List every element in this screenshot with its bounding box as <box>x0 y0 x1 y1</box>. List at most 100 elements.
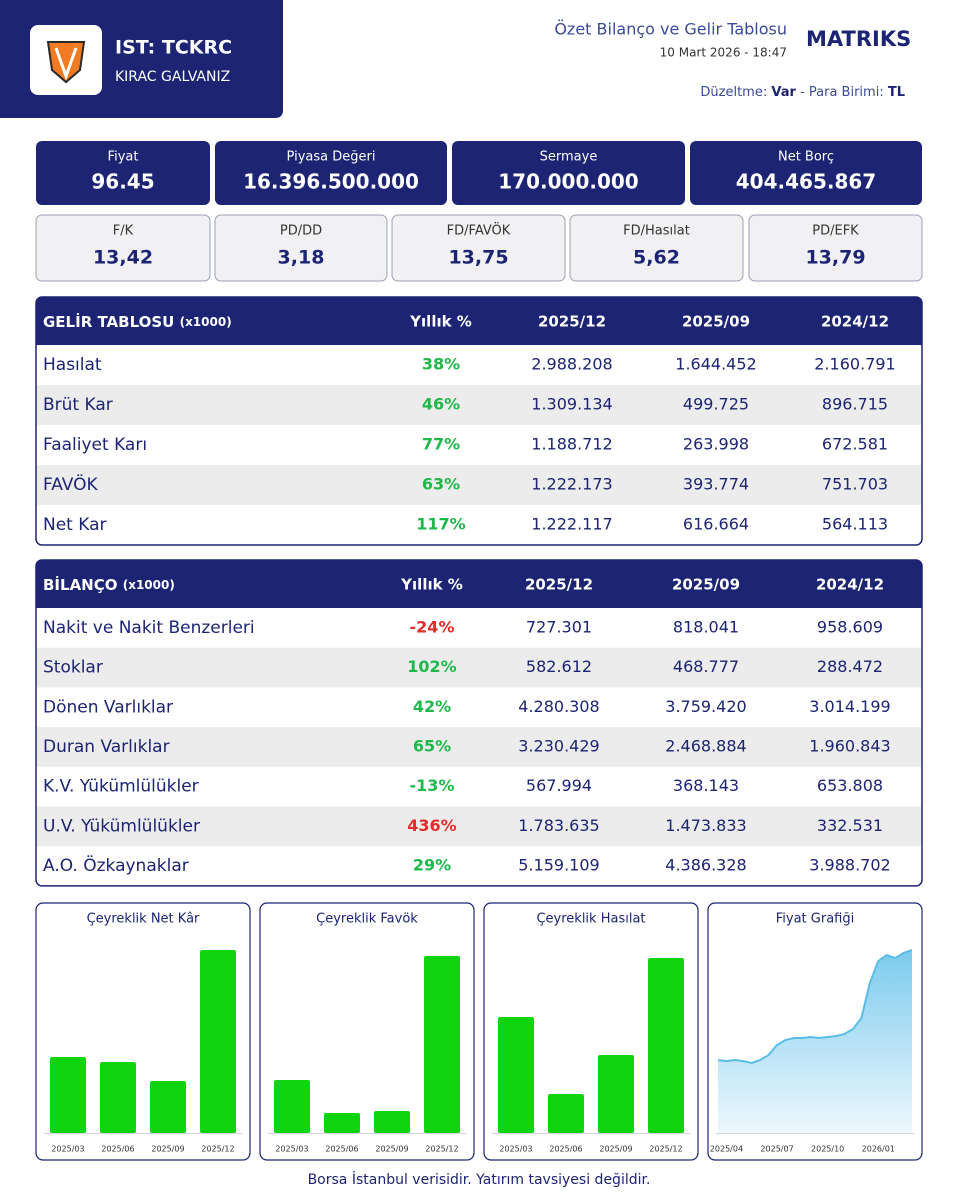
ticker: IST: TCKRC <box>115 37 232 59</box>
column-header: 2025/12 <box>525 576 593 594</box>
row-value: 393.774 <box>683 475 749 494</box>
brand: MATRIKS <box>806 27 911 51</box>
ratio-box <box>748 214 923 282</box>
row-label: Stoklar <box>43 658 103 678</box>
metric-label: Piyasa Değeri <box>287 150 376 165</box>
x-tick-label: 2025/06 <box>325 1145 358 1154</box>
table-title-text: GELİR TABLOSU <box>43 312 174 331</box>
row-value: 263.998 <box>683 435 749 454</box>
row-value: 1.222.117 <box>531 515 612 534</box>
row-value: 1.309.134 <box>531 395 612 414</box>
row-label: Net Kar <box>43 515 107 535</box>
row-label: Hasılat <box>43 355 102 375</box>
column-header: 2025/09 <box>672 576 740 594</box>
row-value: 332.531 <box>817 816 883 835</box>
metric-box <box>215 141 447 205</box>
row-value: 3.759.420 <box>665 697 746 716</box>
column-header: 2024/12 <box>821 313 889 331</box>
row-stripe <box>37 647 921 688</box>
row-label: A.O. Özkaynaklar <box>43 854 189 876</box>
row-label: Dönen Varlıklar <box>43 697 173 717</box>
metric-value: 96.45 <box>91 170 154 194</box>
chart-title: Çeyreklik Hasılat <box>536 912 645 927</box>
x-tick-label: 2025/12 <box>649 1145 682 1154</box>
report-date: 10 Mart 2026 - 18:47 <box>660 46 787 60</box>
row-value: 4.280.308 <box>518 697 599 716</box>
metric-label: Fiyat <box>108 150 139 165</box>
price-area <box>718 950 912 1133</box>
table-unit: (x1000) <box>123 578 175 592</box>
x-tick-label: 2025/03 <box>51 1145 84 1154</box>
chart-title: Fiyat Grafiği <box>776 912 854 927</box>
ratio-label: F/K <box>113 224 134 239</box>
bar <box>374 1111 410 1133</box>
row-label: Brüt Kar <box>43 395 113 415</box>
row-value: 4.386.328 <box>665 856 746 875</box>
settings-line: Düzeltme: Var - Para Birimi: TL <box>700 85 905 100</box>
bar <box>274 1080 310 1133</box>
footer: Borsa İstanbul verisidir. Yatırım tavsiy… <box>308 1170 651 1188</box>
column-header: 2025/09 <box>682 313 750 331</box>
company: KIRAC GALVANIZ <box>115 69 230 85</box>
ratio-label: FD/Hasılat <box>623 224 690 239</box>
adjustment-label: Düzeltme: <box>700 85 767 100</box>
x-tick-label: 2025/09 <box>599 1145 632 1154</box>
row-value: 653.808 <box>817 776 883 795</box>
table-title: BİLANÇO (x1000) <box>43 575 175 594</box>
row-value: 1.783.635 <box>518 816 599 835</box>
row-value: 564.113 <box>822 515 888 534</box>
column-header: Yıllık % <box>409 313 472 331</box>
row-value: 818.041 <box>673 617 739 636</box>
row-label: Faaliyet Karı <box>43 435 147 455</box>
row-value: 2.988.208 <box>531 355 612 374</box>
row-value: 368.143 <box>673 776 739 795</box>
row-label: U.V. Yükümlülükler <box>43 816 200 836</box>
metric-value: 16.396.500.000 <box>243 170 419 194</box>
currency: TL <box>888 85 905 100</box>
x-tick-label: 2025/03 <box>499 1145 532 1154</box>
bar <box>200 950 236 1133</box>
row-value: 727.301 <box>526 617 592 636</box>
ratio-box <box>35 214 211 282</box>
column-header: 2025/12 <box>538 313 606 331</box>
column-header: Yıllık % <box>400 576 463 594</box>
row-yoy: 63% <box>422 475 460 494</box>
bar <box>598 1055 634 1133</box>
metric-label: Net Borç <box>778 150 834 165</box>
row-value: 288.472 <box>817 657 883 676</box>
row-value: 1.473.833 <box>665 816 746 835</box>
report-title: Özet Bilanço ve Gelir Tablosu <box>554 20 787 39</box>
ratio-value: 3,18 <box>278 247 325 269</box>
metric-value: 170.000.000 <box>498 170 638 194</box>
chart-title: Çeyreklik Net Kâr <box>87 912 200 927</box>
metric-box <box>36 141 210 205</box>
bar <box>498 1017 534 1133</box>
metric-box <box>690 141 922 205</box>
row-yoy: -13% <box>410 776 455 795</box>
bar <box>548 1094 584 1133</box>
x-tick-label: 2025/04 <box>710 1145 743 1154</box>
bar <box>150 1081 186 1133</box>
row-value: 2.468.884 <box>665 736 746 755</box>
ratio-label: FD/FAVÖK <box>447 222 511 239</box>
row-yoy: 46% <box>422 395 460 414</box>
x-tick-label: 2025/09 <box>375 1145 408 1154</box>
x-tick-label: 2025/06 <box>101 1145 134 1154</box>
x-tick-label: 2025/06 <box>549 1145 582 1154</box>
row-value: 958.609 <box>817 617 883 636</box>
column-header: 2024/12 <box>816 576 884 594</box>
row-value: 499.725 <box>683 395 749 414</box>
ratio-value: 13,75 <box>448 247 508 269</box>
row-value: 672.581 <box>822 435 888 454</box>
row-label: Duran Varlıklar <box>43 737 170 757</box>
x-tick-label: 2025/12 <box>425 1145 458 1154</box>
row-value: 5.159.109 <box>518 856 599 875</box>
chart-box <box>483 902 699 1161</box>
table-header <box>36 560 922 608</box>
ratio-box <box>214 214 388 282</box>
ratio-value: 13,42 <box>93 247 153 269</box>
table-header <box>36 297 922 345</box>
ratio-value: 5,62 <box>633 247 680 269</box>
row-yoy: 42% <box>413 697 451 716</box>
row-value: 3.988.702 <box>809 856 890 875</box>
